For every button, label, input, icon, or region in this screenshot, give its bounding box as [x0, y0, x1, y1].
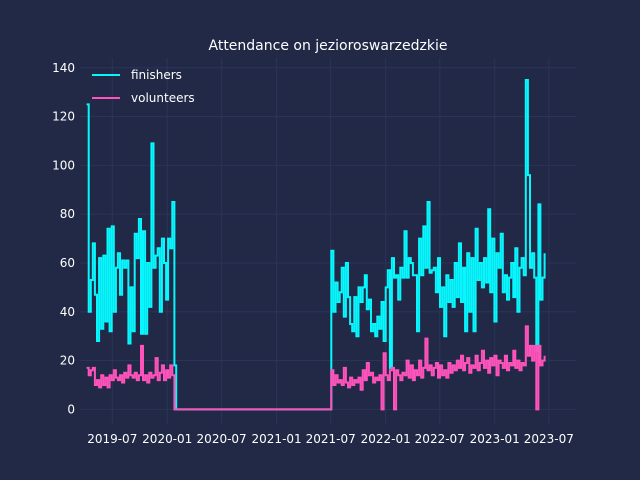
legend-label-volunteers: volunteers — [131, 91, 195, 105]
x-tick-label-2020-01: 2020-01 — [142, 432, 192, 446]
y-tick-label-120: 120 — [52, 110, 75, 124]
y-tick-label-60: 60 — [60, 256, 75, 270]
y-tick-label-0: 0 — [67, 402, 75, 416]
series-line-volunteers — [86, 325, 546, 411]
y-tick-label-20: 20 — [60, 354, 75, 368]
x-tick-label-2021-07: 2021-07 — [306, 432, 356, 446]
x-tick-label-2022-01: 2022-01 — [361, 432, 411, 446]
x-axis-ticks: 2019-07 2020-01 2020-07 2021-01 2021-07 2022-… — [87, 432, 574, 446]
series-layer — [86, 79, 546, 411]
x-tick-label-2023-01: 2023-01 — [470, 432, 520, 446]
x-tick-label-2020-07: 2020-07 — [197, 432, 247, 446]
y-tick-label-140: 140 — [52, 61, 75, 75]
legend-label-finishers: finishers — [131, 68, 182, 82]
x-tick-label-2023-07: 2023-07 — [524, 432, 574, 446]
x-tick-label-2021-01: 2021-01 — [252, 432, 302, 446]
y-axis-ticks: 0 20 40 60 80 100 120 140 — [52, 61, 75, 417]
legend: finishers volunteers — [92, 68, 195, 105]
x-tick-label-2022-07: 2022-07 — [415, 432, 465, 446]
x-tick-label-2019-07: 2019-07 — [87, 432, 137, 446]
y-tick-label-40: 40 — [60, 305, 75, 319]
y-tick-label-100: 100 — [52, 158, 75, 172]
chart-title: Attendance on jezioroswarzedzkie — [209, 38, 448, 54]
y-tick-label-80: 80 — [60, 207, 75, 221]
